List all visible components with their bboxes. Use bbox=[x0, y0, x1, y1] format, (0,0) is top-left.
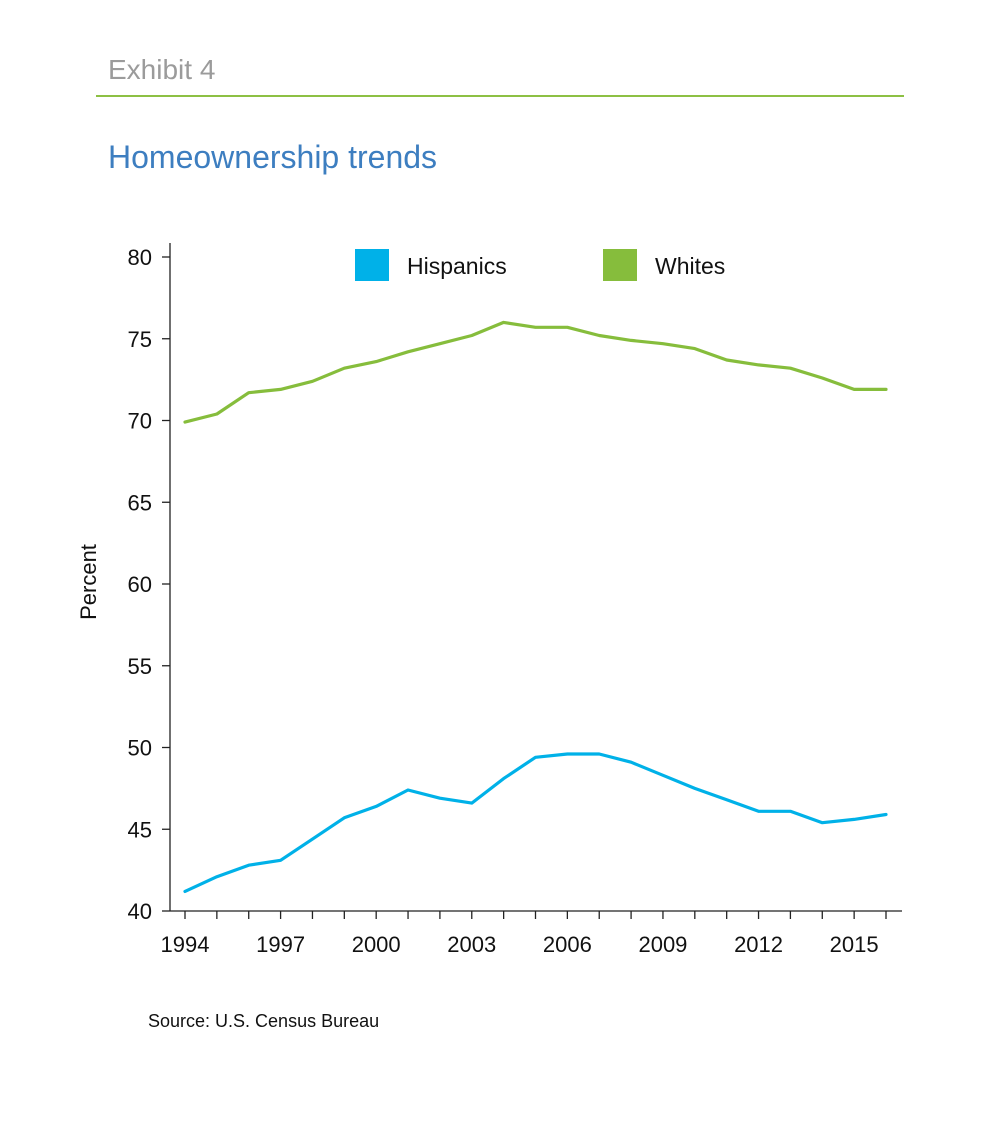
x-tick-label: 2006 bbox=[543, 932, 592, 957]
y-tick-label: 45 bbox=[128, 817, 152, 842]
series-line-hispanics bbox=[183, 752, 888, 894]
y-tick-label: 75 bbox=[128, 327, 152, 352]
chart-series bbox=[183, 320, 888, 894]
x-tick-label: 2009 bbox=[638, 932, 687, 957]
series-line-whites bbox=[183, 320, 888, 424]
y-tick-label: 50 bbox=[128, 736, 152, 761]
legend-swatch-whites bbox=[603, 249, 637, 281]
y-tick-label: 70 bbox=[128, 409, 152, 434]
y-tick-label: 65 bbox=[128, 490, 152, 515]
source-note: Source: U.S. Census Bureau bbox=[148, 1011, 380, 1031]
x-tick-label: 2003 bbox=[447, 932, 496, 957]
legend-swatch-hispanics bbox=[355, 249, 389, 281]
chart-legend: Hispanics Whites bbox=[355, 249, 725, 281]
legend-label-whites: Whites bbox=[655, 253, 725, 279]
y-tick-label: 40 bbox=[128, 899, 152, 924]
x-tick-label: 1997 bbox=[256, 932, 305, 957]
exhibit-label: Exhibit 4 bbox=[108, 54, 216, 85]
x-tick-label: 1994 bbox=[161, 932, 210, 957]
chart-title: Homeownership trends bbox=[108, 139, 438, 175]
y-tick-label: 80 bbox=[128, 245, 152, 270]
y-tick-label: 60 bbox=[128, 572, 152, 597]
x-tick-label: 2012 bbox=[734, 932, 783, 957]
y-axis-title: Percent bbox=[76, 544, 101, 620]
x-tick-label: 2015 bbox=[830, 932, 879, 957]
header-rule bbox=[96, 95, 904, 97]
x-tick-label: 2000 bbox=[352, 932, 401, 957]
chart-axes: 40 45 50 55 60 65 70 75 80 1994 1997 2000 2003 2006 20… bbox=[128, 243, 902, 957]
y-tick-label: 55 bbox=[128, 654, 152, 679]
legend-label-hispanics: Hispanics bbox=[407, 253, 507, 279]
